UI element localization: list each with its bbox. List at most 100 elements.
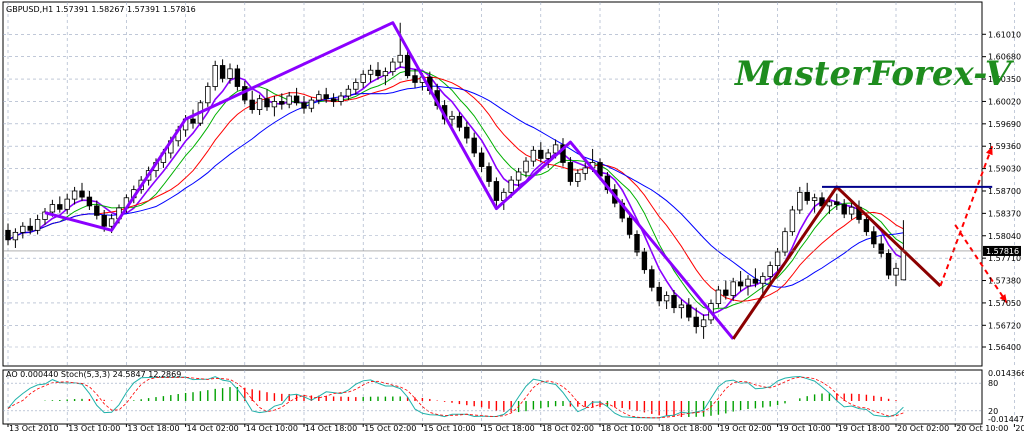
candle <box>94 200 100 220</box>
candle-body-up <box>20 225 26 233</box>
candle <box>20 222 26 239</box>
candle <box>5 223 11 246</box>
osc-tick-label: -0.01447 <box>988 415 1024 424</box>
time-label: 13 Oct 18:00 <box>127 424 179 433</box>
price-tick-label: 1.60680 <box>988 53 1021 62</box>
osc-tick-label: 0.014366 <box>988 369 1024 378</box>
candle-body-up <box>760 276 766 284</box>
candle-body-down <box>863 219 870 233</box>
time-label: 14 Oct 18:00 <box>305 424 357 433</box>
candle <box>42 207 48 225</box>
candle <box>227 63 233 84</box>
candle-body-up <box>360 73 366 83</box>
candle-body-up <box>715 289 722 304</box>
candle <box>57 196 63 213</box>
candle-body-down <box>264 98 270 108</box>
candle <box>234 64 241 91</box>
candle <box>316 90 322 105</box>
price-tick-label: 1.59690 <box>988 120 1021 129</box>
candle-body-down <box>412 75 418 83</box>
osc-frame <box>2 369 983 425</box>
candle <box>34 214 41 235</box>
candle-body-up <box>42 211 48 220</box>
candle-body-up <box>811 197 818 201</box>
candle <box>641 247 648 274</box>
candle <box>323 87 329 103</box>
candle-body-up <box>64 198 70 210</box>
candle-body-down <box>656 286 662 302</box>
candle-body-up <box>345 88 352 97</box>
candle <box>834 193 840 210</box>
price-tick-label: 1.61010 <box>988 30 1021 39</box>
price-tick-label: 1.59360 <box>988 142 1021 151</box>
price-axis: 1.61010 1.60680 1.60350 1.60020 1.59690 1.593… <box>982 30 1021 352</box>
candle <box>449 110 455 129</box>
candle <box>205 82 211 107</box>
candle-body-up <box>108 218 115 227</box>
price-tick-label: 1.57710 <box>988 254 1021 263</box>
oscillator-header: AO 0.000440 Stoch(5,3,3) 24.5847 12.2869 <box>6 370 181 379</box>
time-label: 14 Oct 02:00 <box>187 424 239 433</box>
candle-body-up <box>382 71 389 77</box>
candle <box>308 97 315 113</box>
candle <box>811 193 818 213</box>
candle-body-down <box>560 144 566 163</box>
time-label: 18 Oct 18:00 <box>660 424 712 433</box>
candle <box>71 186 78 205</box>
candle-body-up <box>12 231 19 241</box>
candle-body-down <box>464 126 470 139</box>
candle <box>671 290 677 314</box>
candle <box>745 275 751 296</box>
candle-body-up <box>308 99 315 109</box>
candle-body-down <box>57 204 63 210</box>
current-price-box <box>983 245 1021 256</box>
ma-blue <box>7 85 904 288</box>
candle <box>686 298 692 322</box>
candle <box>360 70 366 88</box>
candle-body-down <box>671 295 677 309</box>
candle-body-up <box>449 115 455 120</box>
candle-body-down <box>375 69 381 77</box>
candle-body-up <box>227 68 233 79</box>
candle-body-up <box>745 278 751 287</box>
candle-body-down <box>885 252 892 276</box>
time-label: 20 Oct 18:00 <box>1015 424 1024 433</box>
stoch-signal <box>7 376 904 419</box>
candle-body-up <box>515 171 522 181</box>
candle-body-up <box>678 304 685 309</box>
candle <box>338 91 344 106</box>
candle <box>367 64 374 83</box>
candle-body-up <box>826 201 833 207</box>
candle-body-down <box>634 233 640 253</box>
candle-body-down <box>79 190 85 198</box>
candle-body-up <box>797 191 803 211</box>
candle-body-up <box>508 179 514 193</box>
price-tick-label: 1.59030 <box>988 165 1021 174</box>
price-tick-label: 1.57380 <box>988 277 1021 286</box>
candle <box>760 272 766 295</box>
candle <box>723 280 729 300</box>
candle <box>656 281 662 307</box>
candle-body-up <box>316 94 322 101</box>
current-price-label: 1.57816 <box>986 247 1019 256</box>
candle-body-down <box>834 201 840 205</box>
candle-body-down <box>649 269 655 288</box>
time-label: 13 Oct 10:00 <box>68 424 120 433</box>
candle <box>545 148 551 168</box>
price-tick-label: 1.56720 <box>988 321 1021 330</box>
candle-body-up <box>767 265 773 277</box>
candle <box>412 68 418 88</box>
candle-body-down <box>871 231 877 245</box>
candle-body-down <box>723 289 729 296</box>
candle-body-down <box>249 99 255 110</box>
time-label: 15 Oct 10:00 <box>423 424 475 433</box>
candle <box>293 87 300 106</box>
candle-body-down <box>323 94 329 100</box>
candle <box>375 62 381 80</box>
time-axis: 13 Oct 2010 13 Oct 10:00 13 Oct 18:00 14 Oc… <box>7 424 1024 433</box>
candle <box>841 199 847 219</box>
candle <box>752 268 759 288</box>
main-frame <box>2 1 983 367</box>
